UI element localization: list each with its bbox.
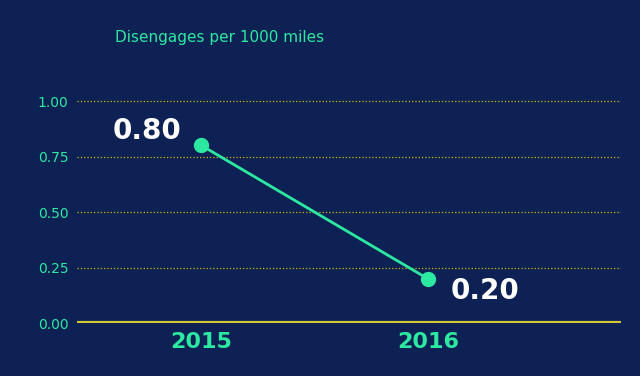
- Text: 0.20: 0.20: [451, 277, 520, 305]
- Text: Disengages per 1000 miles: Disengages per 1000 miles: [115, 30, 324, 45]
- Text: 0.80: 0.80: [112, 117, 181, 145]
